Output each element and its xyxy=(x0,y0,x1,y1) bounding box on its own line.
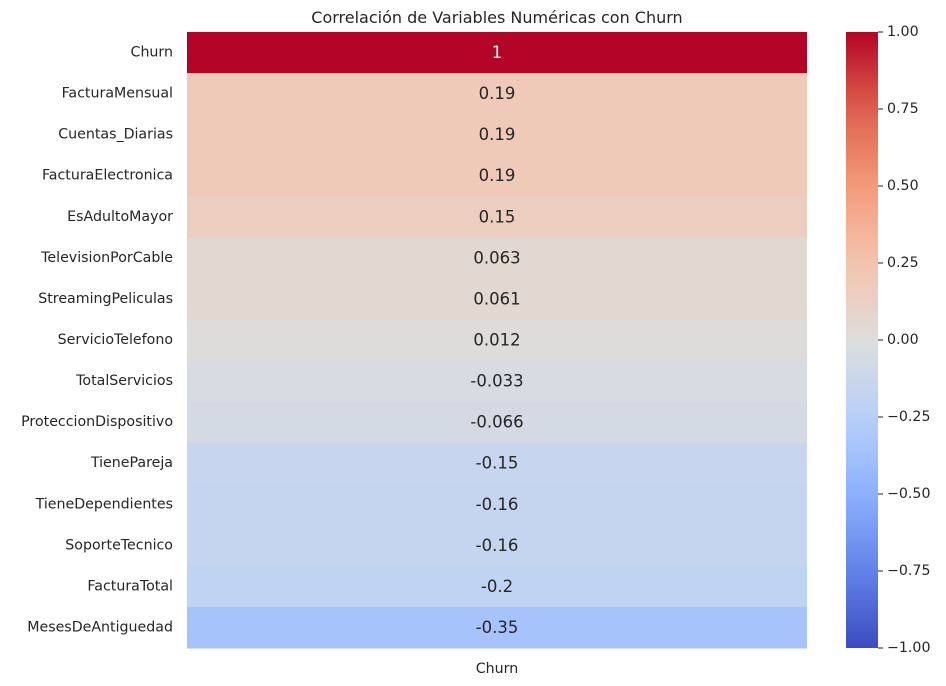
heatmap-cell-FacturaElectronica xyxy=(187,155,807,197)
row-tick-label: EsAdultoMayor xyxy=(67,209,173,225)
heatmap-cell-StreamingPeliculas xyxy=(187,278,807,320)
row-tick-label: ServicioTelefono xyxy=(58,332,173,348)
column-tick-label: Churn xyxy=(476,661,518,677)
heatmap-cell-TieneDependientes xyxy=(187,483,807,526)
row-tick-label: StreamingPeliculas xyxy=(38,291,173,307)
row-tick-label: TienePareja xyxy=(90,455,173,471)
cell-annotation: 0.012 xyxy=(473,331,520,350)
cell-annotation: 0.19 xyxy=(479,125,516,144)
row-tick-label: FacturaMensual xyxy=(62,86,173,102)
heatmap-cell-Churn xyxy=(187,32,807,74)
heatmap-cell-ServicioTelefono xyxy=(187,319,807,362)
cell-annotation: -0.033 xyxy=(470,372,523,391)
heatmap-cell-TelevisionPorCable xyxy=(187,237,807,279)
cell-annotation: -0.16 xyxy=(476,536,519,555)
heatmap-cell-MesesDeAntiguedad xyxy=(187,606,807,649)
colorbar-gradient xyxy=(846,32,878,648)
row-tick-label: TelevisionPorCable xyxy=(40,250,173,266)
row-tick-label: Cuentas_Diarias xyxy=(58,127,173,143)
row-tick-label: ProteccionDispositivo xyxy=(21,414,173,430)
colorbar-tick-label: −1.00 xyxy=(887,640,930,656)
heatmap-cell-FacturaMensual xyxy=(187,73,807,115)
cell-annotation: 0.15 xyxy=(479,207,516,226)
row-tick-label: TieneDependientes xyxy=(35,496,173,512)
row-tick-label: TotalServicios xyxy=(75,373,173,389)
row-tick-label: MesesDeAntiguedad xyxy=(27,619,173,635)
cell-annotation: -0.35 xyxy=(476,618,519,637)
row-tick-label: Churn xyxy=(131,45,173,61)
heatmap-cell-TienePareja xyxy=(187,442,807,485)
row-tick-label: SoporteTecnico xyxy=(65,537,173,553)
cell-annotation: 0.19 xyxy=(479,84,516,103)
colorbar: 1.00 0.75 0.50 0.25 0.00 −0.25 −0.50 −0.75 −1.00 xyxy=(846,24,930,656)
colorbar-tick-label: 0.50 xyxy=(887,178,919,194)
cell-annotation: 0.061 xyxy=(473,289,520,308)
heatmap-cell-EsAdultoMayor xyxy=(187,196,807,238)
cell-annotation: -0.16 xyxy=(476,495,519,514)
cell-annotation: -0.2 xyxy=(481,577,513,596)
colorbar-tick-label: 0.00 xyxy=(887,332,919,348)
colorbar-tick-label: −0.75 xyxy=(887,563,930,579)
colorbar-tick-label: 0.75 xyxy=(887,101,919,117)
colorbar-tick-label: −0.25 xyxy=(887,409,930,425)
heatmap-cell-Cuentas_Diarias xyxy=(187,114,807,156)
column-labels: Churn xyxy=(476,661,518,677)
colorbar-tick-label: 1.00 xyxy=(887,24,919,40)
heatmap-cell-ProteccionDispositivo xyxy=(187,401,807,444)
chart-title: Correlación de Variables Numéricas con C… xyxy=(311,8,682,27)
row-tick-label: FacturaTotal xyxy=(87,578,173,594)
cell-annotation: 1 xyxy=(492,43,503,62)
row-labels: Churn FacturaMensual Cuentas_Diarias Factur… xyxy=(21,45,173,636)
cell-annotation: -0.15 xyxy=(476,454,519,473)
heatmap-cell-TotalServicios xyxy=(187,360,807,403)
cell-annotation: 0.19 xyxy=(479,166,516,185)
heatmap-cell-FacturaTotal xyxy=(187,565,807,608)
colorbar-tick-label: 0.25 xyxy=(887,255,919,271)
heatmap-cell-SoporteTecnico xyxy=(187,524,807,567)
cell-annotation: 0.063 xyxy=(473,248,520,267)
colorbar-tick-label: −0.50 xyxy=(887,486,930,502)
row-tick-label: FacturaElectronica xyxy=(42,168,173,184)
heatmap-cells: 1 0.19 0.19 0.19 0.15 0.063 0.061 0.012 -0.033 -0… xyxy=(187,32,807,649)
cell-annotation: -0.066 xyxy=(470,413,523,432)
